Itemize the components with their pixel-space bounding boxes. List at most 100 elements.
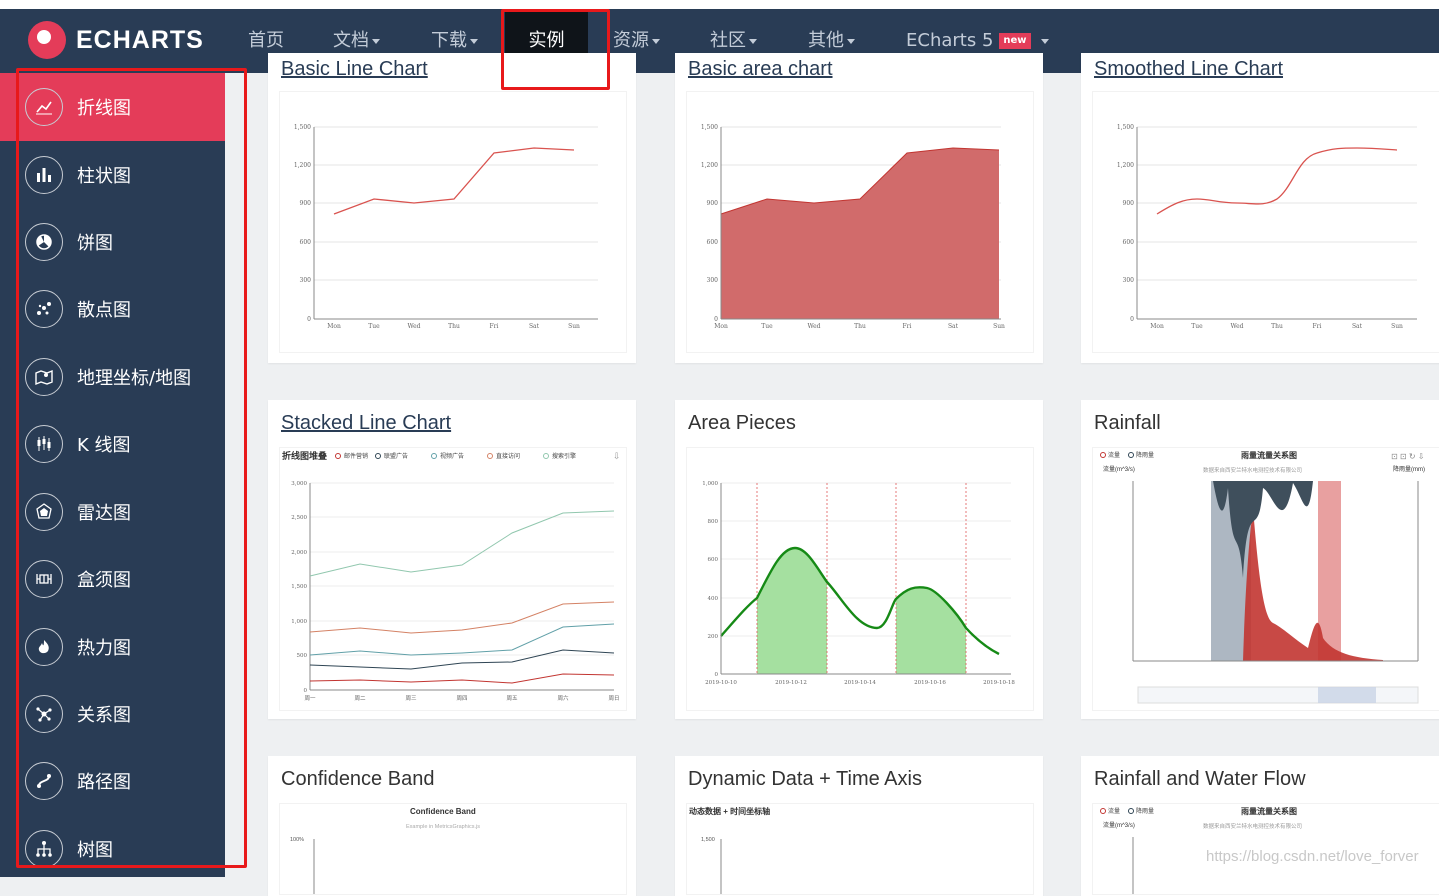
svg-text:Fri: Fri (903, 323, 912, 330)
card-title[interactable]: Dynamic Data + Time Axis (688, 768, 922, 790)
map-icon (25, 358, 63, 396)
svg-text:流量(m^3/s): 流量(m^3/s) (1103, 465, 1135, 473)
sidebar-item-scatter[interactable]: 散点图 (0, 275, 225, 343)
svg-text:2019-10-18: 2019-10-18 (983, 680, 1015, 686)
example-card[interactable]: Smoothed Line Chart 0 300 600 900 1,200 1,500… (1081, 53, 1439, 363)
svg-text:Tue: Tue (1191, 323, 1203, 330)
card-title[interactable]: Stacked Line Chart (281, 412, 452, 434)
example-card[interactable]: Stacked Line Chart 折线图堆叠 邮件营销 联盟广告 视频广告 … (268, 400, 636, 719)
svg-text:0: 0 (714, 316, 718, 323)
nav-community[interactable]: 社区 (710, 9, 757, 73)
nav-docs[interactable]: 文档 (333, 9, 380, 73)
svg-text:Thu: Thu (1271, 323, 1283, 330)
chart-thumbnail[interactable]: 0 200 400 600 800 1,000 2019-10-10 2019-10-12 2… (686, 447, 1034, 711)
example-card[interactable]: Basic Line Chart 0 300 600 900 1,200 1,500 Mo… (268, 53, 636, 363)
sidebar-item-pie[interactable]: 饼图 (0, 208, 225, 276)
sidebar-item-map[interactable]: 地理坐标/地图 (0, 343, 225, 411)
svg-text:2019-10-10: 2019-10-10 (705, 680, 737, 686)
svg-text:Wed: Wed (807, 323, 820, 330)
svg-text:Sat: Sat (948, 323, 959, 330)
svg-text:降雨量: 降雨量 (1136, 807, 1154, 815)
svg-text:Mon: Mon (714, 323, 728, 330)
svg-text:3,000: 3,000 (291, 481, 307, 487)
svg-text:2019-10-12: 2019-10-12 (775, 680, 807, 686)
nav-others[interactable]: 其他 (808, 9, 855, 73)
sidebar-item-path[interactable]: 路径图 (0, 747, 225, 815)
download-icon[interactable]: ⇩ (613, 451, 621, 461)
svg-text:雨量流量关系图: 雨量流量关系图 (1241, 450, 1297, 460)
chart-thumbnail[interactable]: 折线图堆叠 邮件营销 联盟广告 视频广告 直接访问 搜索引擎 ⇩ 0 500 1,0… (279, 447, 627, 711)
card-title[interactable]: Rainfall (1094, 412, 1161, 434)
svg-text:周三: 周三 (405, 695, 417, 702)
toolbox-icons[interactable]: ⊡ ⊡ ↻ ⇩ (1391, 452, 1424, 461)
svg-text:Tue: Tue (761, 323, 773, 330)
svg-text:Fri: Fri (1313, 323, 1322, 330)
card-title[interactable]: Rainfall and Water Flow (1094, 768, 1306, 790)
sidebar-item-line[interactable]: 折线图 (0, 73, 225, 141)
example-card[interactable]: Rainfall 流量 降雨量 雨量流量关系图 数据来自西安兰特水电测控技术有限… (1081, 400, 1439, 719)
nav-version[interactable]: ECharts 5 new (906, 9, 1049, 73)
svg-text:邮件营销: 邮件营销 (344, 452, 368, 460)
card-title[interactable]: Basic area chart (688, 58, 833, 80)
chart-thumbnail[interactable]: 流量 降雨量 雨量流量关系图 数据来自西安兰特水电测控技术有限公司 流量(m^3… (1092, 447, 1439, 711)
sidebar-item-label: 散点图 (77, 300, 131, 321)
svg-text:900: 900 (1123, 200, 1135, 207)
card-title[interactable]: Area Pieces (688, 412, 796, 434)
svg-text:1,500: 1,500 (1117, 124, 1134, 131)
svg-text:300: 300 (300, 277, 312, 284)
chart-type-sidebar: 折线图 柱状图 饼图 散点图 地理坐标/地图 K 线图 雷达图 盒须图 热力图 … (0, 73, 225, 877)
sidebar-item-graph[interactable]: 关系图 (0, 680, 225, 748)
sidebar-item-label: 树图 (77, 840, 113, 861)
svg-text:900: 900 (300, 200, 312, 207)
svg-text:雨量流量关系图: 雨量流量关系图 (1241, 806, 1297, 816)
svg-text:Confidence Band: Confidence Band (410, 807, 476, 816)
example-card[interactable]: Confidence Band Confidence Band Example … (268, 756, 636, 896)
logo-icon (28, 21, 66, 59)
svg-text:0: 0 (715, 672, 719, 678)
card-title[interactable]: Confidence Band (281, 768, 435, 790)
svg-text:周五: 周五 (506, 695, 518, 702)
nav-home[interactable]: 首页 (248, 30, 284, 51)
heatmap-icon (25, 628, 63, 666)
sidebar-item-label: K 线图 (77, 435, 131, 456)
card-title[interactable]: Basic Line Chart (281, 58, 428, 80)
echarts-logo[interactable]: ECHARTS (28, 21, 204, 59)
nav-download[interactable]: 下载 (431, 9, 478, 73)
sidebar-item-radar[interactable]: 雷达图 (0, 478, 225, 546)
sidebar-item-boxplot[interactable]: 盒须图 (0, 545, 225, 613)
pie-chart-icon (25, 223, 63, 261)
nav-resources[interactable]: 资源 (613, 9, 660, 73)
sidebar-item-label: 路径图 (77, 772, 131, 793)
chart-thumbnail[interactable]: Confidence Band Example in MetricsGraphi… (279, 803, 627, 895)
svg-text:2,000: 2,000 (291, 550, 307, 556)
svg-text:周六: 周六 (557, 694, 569, 702)
candlestick-icon (25, 425, 63, 463)
svg-text:200: 200 (708, 634, 719, 640)
svg-text:Example in MetricsGraphics.js: Example in MetricsGraphics.js (406, 824, 480, 830)
svg-text:2,500: 2,500 (291, 515, 307, 521)
example-card[interactable]: Dynamic Data + Time Axis 动态数据 + 时间坐标轴 1,… (675, 756, 1043, 896)
svg-text:搜索引擎: 搜索引擎 (552, 452, 576, 460)
chart-thumbnail[interactable]: 0 300 600 900 1,200 1,500 Mon Tue Wed Thu Fri Sat S… (686, 91, 1034, 353)
chart-thumbnail[interactable]: 动态数据 + 时间坐标轴 1,500 (686, 803, 1034, 895)
svg-text:Sun: Sun (568, 323, 580, 330)
sidebar-item-heatmap[interactable]: 热力图 (0, 613, 225, 681)
sidebar-item-bar[interactable]: 柱状图 (0, 141, 225, 209)
example-card[interactable]: Rainfall and Water Flow 流量 降雨量 雨量流量关系图 数… (1081, 756, 1439, 896)
svg-text:视频广告: 视频广告 (440, 452, 464, 460)
example-card[interactable]: Basic area chart 0 300 600 900 1,200 1,500 Mo… (675, 53, 1043, 363)
sidebar-item-candlestick[interactable]: K 线图 (0, 410, 225, 478)
svg-text:Mon: Mon (1150, 323, 1164, 330)
highlight-nav-box (501, 9, 610, 90)
sidebar-item-label: 饼图 (77, 233, 113, 254)
svg-text:周日: 周日 (608, 695, 619, 702)
sidebar-item-label: 热力图 (77, 638, 131, 659)
svg-text:1,500: 1,500 (701, 124, 718, 131)
chevron-down-icon (749, 38, 757, 44)
window-top-edge (0, 0, 1439, 9)
example-card[interactable]: Area Pieces 0 200 400 600 800 1,000 2019-10-1… (675, 400, 1043, 719)
chart-thumbnail[interactable]: 0 300 600 900 1,200 1,500 Mon Tue Wed Thu Fri Sat S… (1092, 91, 1439, 353)
card-title[interactable]: Smoothed Line Chart (1094, 58, 1284, 80)
svg-text:Sun: Sun (993, 323, 1005, 330)
chart-thumbnail[interactable]: 0 300 600 900 1,200 1,500 Mon Tue Wed Thu Fri Sat S… (279, 91, 627, 353)
